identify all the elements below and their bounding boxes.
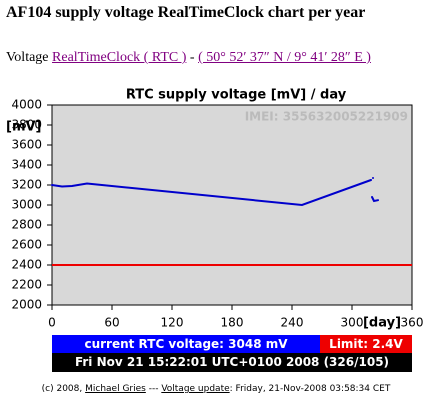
y-tick-label: 2800	[11, 218, 42, 232]
x-tick-label: 300	[341, 316, 364, 330]
y-tick-label: 2600	[11, 238, 42, 252]
y-tick-label: 3000	[11, 198, 42, 212]
y-tick-label: 4000	[11, 98, 42, 112]
watermark: IMEI: 355632005221909	[245, 110, 408, 124]
chart-title: RTC supply voltage [mV] / day	[126, 88, 347, 103]
footer-text: (c) 2008,	[41, 384, 86, 394]
x-tick-label: 120	[161, 316, 184, 330]
y-tick-label: 3200	[11, 178, 42, 192]
x-tick-label: 60	[104, 316, 119, 330]
footer-text: : Friday, 21-Nov-2008 03:58:34 CET	[229, 384, 391, 394]
y-tick-label: 2000	[11, 298, 42, 312]
timestamp: Fri Nov 21 15:22:01 UTC+0100 2008 (326/1…	[52, 353, 412, 372]
prefix: Voltage	[6, 50, 53, 65]
voltage-line	[51, 177, 379, 207]
x-tick-label: 180	[221, 316, 244, 330]
y-tick-label: 3800	[11, 118, 42, 132]
footer: (c) 2008, Michael Gries --- Voltage upda…	[0, 384, 432, 394]
location-link[interactable]: ( 50° 52′ 37″ N / 9° 41′ 28″ E )	[198, 50, 371, 65]
plot-area	[51, 104, 413, 306]
page-title: AF104 supply voltage RealTimeClock chart…	[6, 4, 366, 21]
y-axis-label: [mV]	[6, 120, 42, 135]
y-tick-label: 3400	[11, 158, 42, 172]
separator: -	[186, 50, 199, 65]
x-tick-label: 360	[401, 316, 424, 330]
subtitle-line: Voltage RealTimeClock ( RTC ) - ( 50° 52…	[6, 50, 371, 66]
rtc-link[interactable]: RealTimeClock ( RTC )	[52, 50, 187, 65]
update-link[interactable]: Voltage update	[161, 384, 230, 394]
y-tick-label: 2200	[11, 278, 42, 292]
x-axis-label: [day]	[363, 316, 401, 331]
footer-text: ---	[145, 384, 162, 394]
x-tick-label: 0	[48, 316, 56, 330]
chart: RTC supply voltage [mV] / day IMEI: 3556…	[6, 88, 424, 331]
author-link[interactable]: Michael Gries	[85, 384, 146, 394]
y-tick-label: 3600	[11, 138, 42, 152]
x-tick-label: 240	[281, 316, 304, 330]
current-voltage: current RTC voltage: 3048 mV	[52, 335, 320, 353]
limit: Limit: 2.4V	[320, 335, 412, 353]
y-tick-label: 2400	[11, 258, 42, 272]
